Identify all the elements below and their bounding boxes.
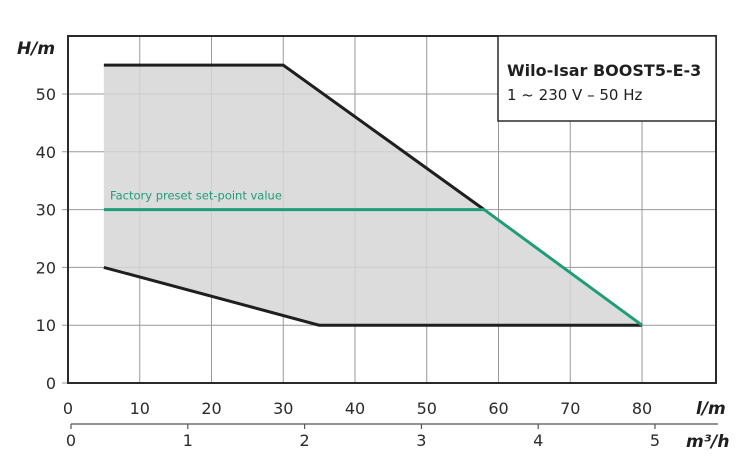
y-tick-label: 50 <box>36 85 56 104</box>
x-tick-label: 50 <box>417 399 437 418</box>
x-tick-label: 40 <box>345 399 365 418</box>
x2-axis-label: m³/h <box>686 432 729 452</box>
x2-tick-label: 5 <box>650 431 660 450</box>
x-tick-label: 60 <box>488 399 508 418</box>
x-tick-label: 20 <box>201 399 221 418</box>
x2-tick-label: 1 <box>183 431 193 450</box>
x-tick-label: 30 <box>273 399 293 418</box>
y-tick-label: 20 <box>36 258 56 277</box>
y-tick-label: 10 <box>36 316 56 335</box>
setpoint-line <box>103 208 643 327</box>
x-tick-label: 0 <box>63 399 73 418</box>
x-tick-label: 10 <box>130 399 150 418</box>
x2-tick-label: 0 <box>66 431 76 450</box>
legend-title: Wilo-Isar BOOST5-E-3 <box>507 61 701 80</box>
x-tick-label: 70 <box>560 399 580 418</box>
x2-tick-label: 4 <box>533 431 543 450</box>
x-tick-label: 80 <box>632 399 652 418</box>
y-axis-label: H/m <box>17 39 55 59</box>
operating-range-area <box>103 65 642 326</box>
legend-box: Wilo-Isar BOOST5-E-3 1 ~ 230 V – 50 Hz <box>497 35 717 122</box>
x2-tick-label: 2 <box>300 431 310 450</box>
secondary-x-axis: 0 1 2 3 4 5 <box>66 423 718 450</box>
x2-tick-label: 3 <box>416 431 426 450</box>
x-axis-label: l/m <box>696 399 726 419</box>
y-tick-label: 40 <box>36 143 56 162</box>
y-tick-label: 0 <box>46 374 56 393</box>
plot-frame <box>67 35 717 384</box>
y-axis-ticks: 0 10 20 30 40 50 <box>36 85 56 393</box>
x-axis-ticks: 0 10 20 30 40 50 60 70 80 <box>63 399 652 418</box>
legend-subtitle: 1 ~ 230 V – 50 Hz <box>507 86 642 104</box>
setpoint-annotation: Factory preset set-point value <box>110 189 282 203</box>
y-tick-label: 30 <box>36 201 56 220</box>
